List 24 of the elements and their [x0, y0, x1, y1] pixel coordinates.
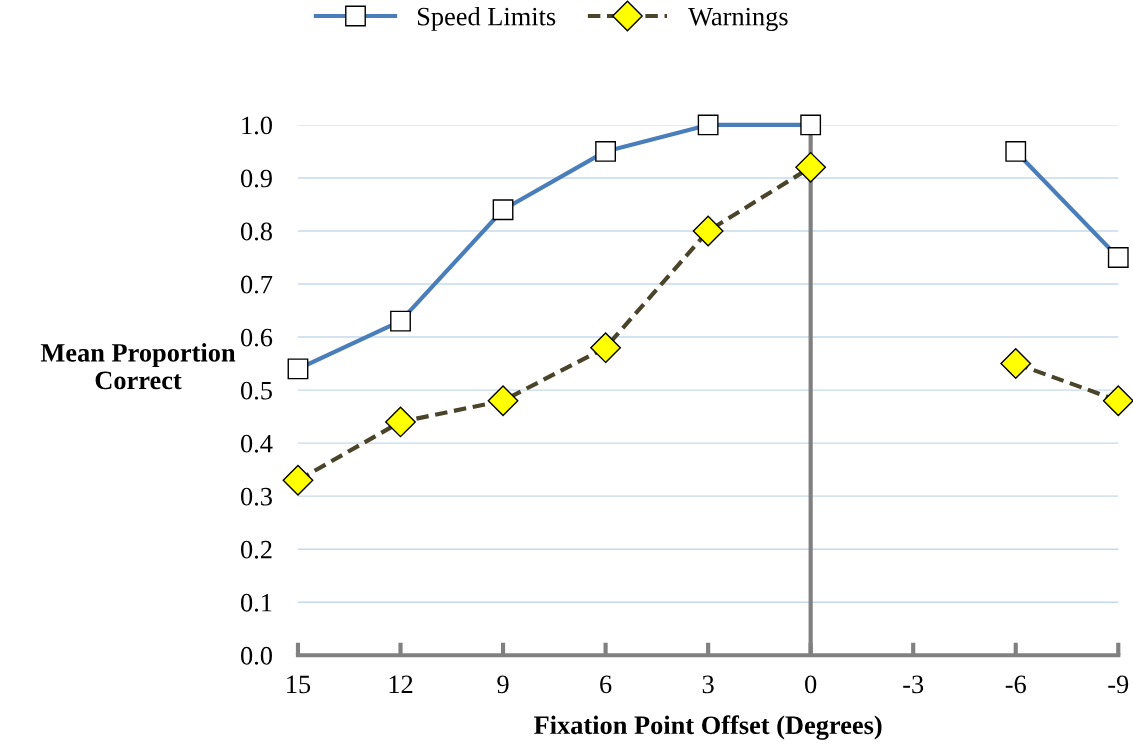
x-tick-label: 0	[805, 675, 817, 694]
legend-label: Warnings	[688, 7, 788, 31]
x-tick-label: -9	[1108, 675, 1129, 694]
x-tick-label: 15	[287, 675, 311, 694]
y-tick-label: 0.9	[241, 169, 272, 188]
y-tick-label: 0.7	[241, 275, 273, 294]
x-tick-label: -6	[1005, 675, 1026, 694]
y-axis-title: Mean Proportion Correct	[40, 343, 236, 390]
x-tick-label: 6	[600, 675, 612, 694]
x-tick-label: 9	[497, 675, 509, 694]
x-axis-title: Fixation Point Offset (Degrees)	[534, 715, 882, 740]
y-tick-label: 0.0	[241, 646, 272, 665]
y-tick-label: 1.0	[242, 116, 272, 135]
y-tick-label: 0.4	[241, 434, 273, 453]
x-tick-label: -3	[903, 675, 924, 694]
y-tick-label: 0.2	[241, 540, 272, 559]
x-tick-label: 3	[702, 675, 714, 694]
y-tick-label: 0.8	[241, 222, 272, 241]
y-tick-label: 0.1	[241, 593, 272, 612]
x-tick-label: 12	[389, 675, 413, 693]
y-tick-label: 0.5	[241, 381, 272, 400]
y-tick-label: 0.3	[241, 487, 272, 506]
legend-label: Speed Limits	[417, 6, 556, 31]
y-tick-label: 0.6	[241, 328, 273, 347]
